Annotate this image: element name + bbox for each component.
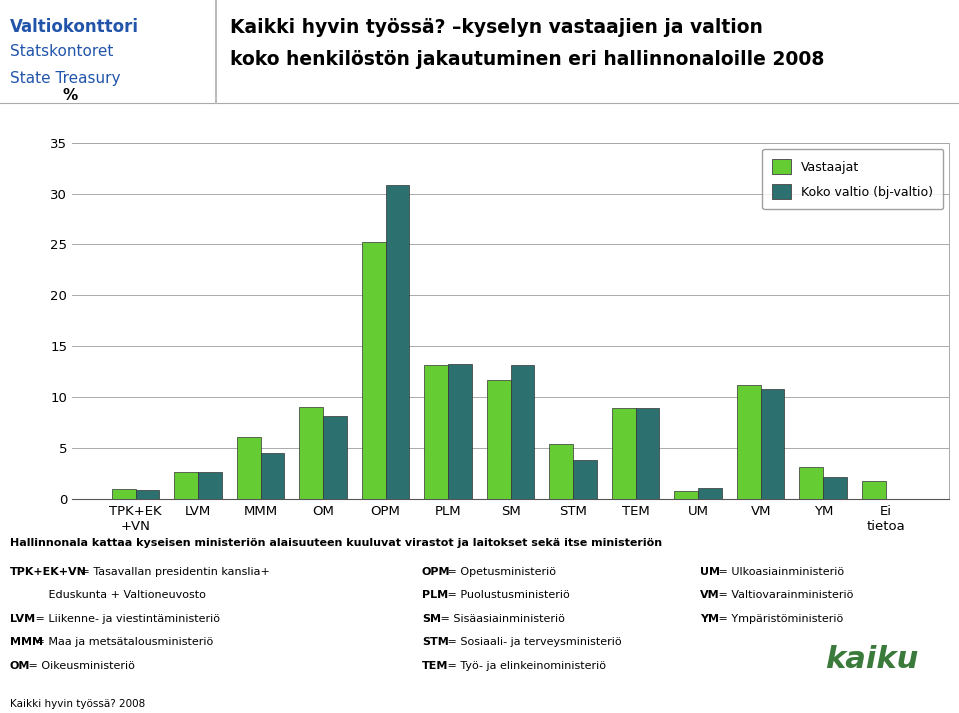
Text: PLM: PLM xyxy=(422,590,448,600)
Text: VM: VM xyxy=(700,590,719,600)
Bar xyxy=(636,409,660,499)
Text: = Oikeusministeriö: = Oikeusministeriö xyxy=(25,661,134,671)
Bar xyxy=(135,490,159,499)
Text: TEM: TEM xyxy=(422,661,449,671)
Text: = Valtiovarainministeriö: = Valtiovarainministeriö xyxy=(715,590,854,600)
Text: TPK+EK+VN: TPK+EK+VN xyxy=(10,567,86,577)
Text: State Treasury: State Treasury xyxy=(10,71,120,86)
Text: = Liikenne- ja viestintäministeriö: = Liikenne- ja viestintäministeriö xyxy=(32,614,220,624)
Bar xyxy=(737,385,760,499)
Text: = Opetusministeriö: = Opetusministeriö xyxy=(444,567,556,577)
Text: = Ulkoasiainministeriö: = Ulkoasiainministeriö xyxy=(715,567,844,577)
Text: OPM: OPM xyxy=(422,567,451,577)
Text: = Sosiaali- ja terveysministeriö: = Sosiaali- ja terveysministeriö xyxy=(444,637,622,647)
Bar xyxy=(800,466,823,499)
Bar xyxy=(199,471,222,499)
Bar xyxy=(612,409,636,499)
Text: = Työ- ja elinkeinoministeriö: = Työ- ja elinkeinoministeriö xyxy=(444,661,606,671)
Text: STM: STM xyxy=(422,637,449,647)
Bar xyxy=(823,477,847,499)
Bar xyxy=(674,491,698,499)
Legend: Vastaajat, Koko valtio (bj-valtio): Vastaajat, Koko valtio (bj-valtio) xyxy=(762,149,943,210)
Text: kaiku: kaiku xyxy=(825,645,918,674)
Text: %: % xyxy=(62,88,78,103)
Bar xyxy=(862,481,886,499)
Bar xyxy=(175,471,199,499)
Text: koko henkilöstön jakautuminen eri hallinnonaloille 2008: koko henkilöstön jakautuminen eri hallin… xyxy=(230,50,825,69)
Bar xyxy=(261,453,285,499)
Text: Eduskunta + Valtioneuvosto: Eduskunta + Valtioneuvosto xyxy=(10,590,205,600)
Text: Statskontoret: Statskontoret xyxy=(10,44,113,59)
Bar xyxy=(487,380,510,499)
Bar xyxy=(511,364,534,499)
Text: Valtiokonttori: Valtiokonttori xyxy=(10,18,139,36)
Bar xyxy=(362,242,386,499)
Bar xyxy=(299,407,323,499)
Bar xyxy=(425,364,448,499)
Text: Kaikki hyvin työssä? 2008: Kaikki hyvin työssä? 2008 xyxy=(10,699,145,709)
Text: Kaikki hyvin työssä? –kyselyn vastaajien ja valtion: Kaikki hyvin työssä? –kyselyn vastaajien… xyxy=(230,18,763,37)
Bar xyxy=(112,489,135,499)
Text: = Puolustusministeriö: = Puolustusministeriö xyxy=(444,590,571,600)
Text: SM: SM xyxy=(422,614,441,624)
Text: = Tasavallan presidentin kanslia+: = Tasavallan presidentin kanslia+ xyxy=(77,567,269,577)
Bar xyxy=(550,444,573,499)
Text: Hallinnonala kattaa kyseisen ministeriön alaisuuteen kuuluvat virastot ja laitok: Hallinnonala kattaa kyseisen ministeriön… xyxy=(10,538,662,548)
Bar xyxy=(698,488,722,499)
Text: OM: OM xyxy=(10,661,30,671)
Bar xyxy=(386,185,409,499)
Bar xyxy=(573,461,596,499)
Text: = Maa ja metsätalousministeriö: = Maa ja metsätalousministeriö xyxy=(32,637,213,647)
Bar xyxy=(760,389,784,499)
Text: YM: YM xyxy=(700,614,719,624)
Text: = Sisäasiainministeriö: = Sisäasiainministeriö xyxy=(437,614,565,624)
Bar xyxy=(448,364,472,499)
Text: = Ympäristöministeriö: = Ympäristöministeriö xyxy=(715,614,843,624)
Text: MMM: MMM xyxy=(10,637,42,647)
Text: UM: UM xyxy=(700,567,720,577)
Bar xyxy=(237,437,261,499)
Text: LVM: LVM xyxy=(10,614,35,624)
Bar xyxy=(323,416,347,499)
